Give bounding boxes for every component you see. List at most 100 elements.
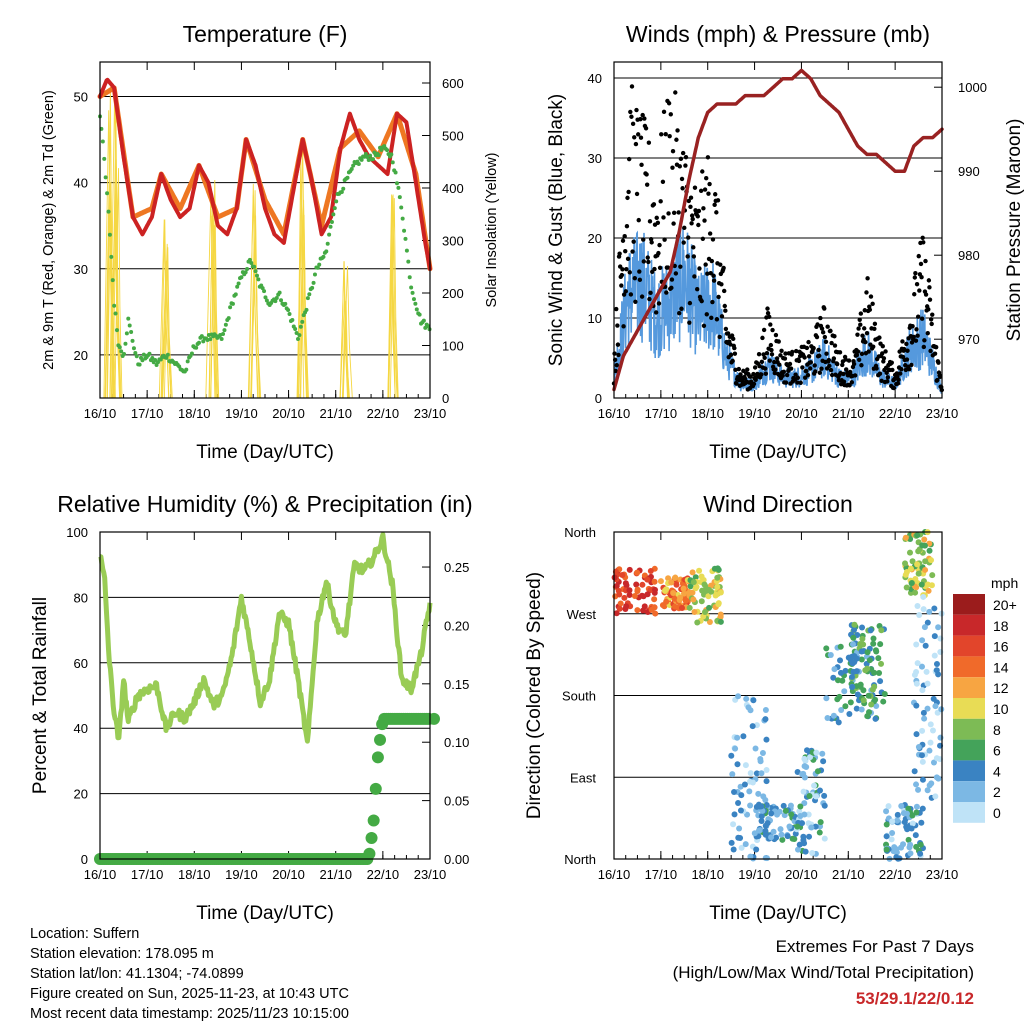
dewpoint-point — [131, 346, 136, 351]
gust-point — [795, 375, 801, 380]
dewpoint-point — [123, 341, 128, 346]
direction-point — [918, 581, 925, 588]
gust-point — [757, 364, 762, 369]
gust-point — [673, 271, 679, 276]
direction-point — [917, 850, 924, 857]
gust-point — [763, 366, 768, 371]
direction-point — [871, 683, 878, 690]
gust-point — [920, 235, 925, 241]
dewpoint-point — [329, 219, 334, 224]
gust-point — [685, 254, 690, 259]
dewpoint-point — [226, 316, 231, 321]
x-axis-label: Time (Day/UTC) — [196, 442, 334, 463]
gust-point — [813, 369, 818, 374]
gust-point — [710, 299, 715, 305]
direction-point — [694, 619, 701, 626]
gust-point — [695, 214, 700, 219]
gust-point — [904, 341, 909, 347]
y-tick-label: 0 — [595, 391, 602, 406]
direction-point — [919, 758, 926, 765]
dewpoint-point — [184, 367, 189, 372]
gust-point — [701, 206, 706, 211]
direction-point — [894, 817, 901, 824]
dewpoint-point — [359, 157, 364, 162]
colorbar-swatch — [953, 718, 985, 740]
direction-point — [731, 789, 738, 796]
direction-point — [821, 835, 828, 842]
y2-tick-label: 0.25 — [444, 560, 469, 575]
direction-point — [813, 793, 820, 800]
gust-point — [638, 135, 644, 140]
dewpoint-point — [147, 351, 152, 356]
y-tick-label: 0 — [81, 852, 88, 867]
gust-point — [677, 164, 682, 169]
gust-point — [630, 249, 635, 254]
gust-point — [816, 347, 821, 353]
direction-point — [762, 854, 769, 861]
direction-point — [752, 745, 759, 752]
direction-point — [926, 608, 933, 615]
gust-point — [713, 192, 718, 197]
dewpoint-point — [310, 285, 315, 290]
direction-point — [930, 759, 937, 766]
gust-point — [626, 156, 632, 162]
gust-point — [772, 370, 778, 376]
gust-point — [703, 262, 708, 267]
solar-spike — [341, 305, 349, 399]
gust-point — [858, 311, 864, 316]
gust-point — [783, 351, 788, 356]
gust-point — [921, 240, 926, 245]
gust-point — [909, 362, 914, 368]
colorbar: mph 20+ 18 16 14 12 10 8 6 4 2 0 — [953, 575, 1018, 823]
dewpoint-point — [247, 257, 252, 262]
gust-point — [666, 211, 671, 216]
gust-point — [881, 356, 887, 361]
dewpoint-point — [325, 241, 330, 246]
dewpoint-point — [141, 352, 146, 357]
gust-point — [614, 362, 620, 368]
gust-point — [911, 334, 916, 340]
gust-point — [818, 315, 823, 321]
dewpoint-point — [245, 266, 250, 271]
gust-point — [634, 107, 639, 113]
dewpoint-point — [286, 308, 291, 313]
dewpoint-point — [189, 351, 194, 356]
dewpoint-point — [126, 316, 131, 321]
gust-point — [752, 365, 758, 370]
gust-point — [891, 385, 897, 391]
direction-point — [860, 687, 867, 694]
gust-point — [660, 179, 666, 184]
gust-point — [678, 156, 684, 162]
gust-point — [615, 323, 620, 328]
x-tick-label: 23/10 — [414, 867, 447, 882]
dewpoint-point — [300, 319, 305, 324]
direction-point — [730, 846, 737, 853]
gust-point — [922, 338, 927, 343]
gust-point — [937, 374, 943, 380]
gust-point — [798, 380, 803, 385]
gust-point — [930, 312, 935, 317]
direction-point — [881, 691, 888, 698]
gust-point — [768, 322, 773, 327]
x-tick-label: 19/10 — [225, 867, 258, 882]
gust-point — [855, 349, 861, 354]
dewpoint-point — [253, 269, 258, 274]
direction-point — [850, 668, 857, 675]
direction-point — [692, 574, 699, 581]
dewpoint-point — [113, 311, 118, 316]
direction-point — [679, 605, 686, 612]
gust-point — [748, 374, 753, 379]
direction-point — [913, 702, 920, 709]
gust-point — [756, 351, 762, 357]
gust-point — [759, 359, 765, 365]
gust-point — [865, 276, 870, 281]
direction-point — [858, 656, 865, 663]
direction-point — [736, 825, 743, 832]
solar-spike — [161, 243, 173, 399]
gust-point — [688, 195, 694, 200]
gust-point — [672, 263, 677, 269]
dewpoint-point — [228, 305, 233, 310]
dewpoint-point — [185, 359, 190, 364]
gust-point — [808, 366, 813, 371]
gust-point — [814, 334, 820, 340]
